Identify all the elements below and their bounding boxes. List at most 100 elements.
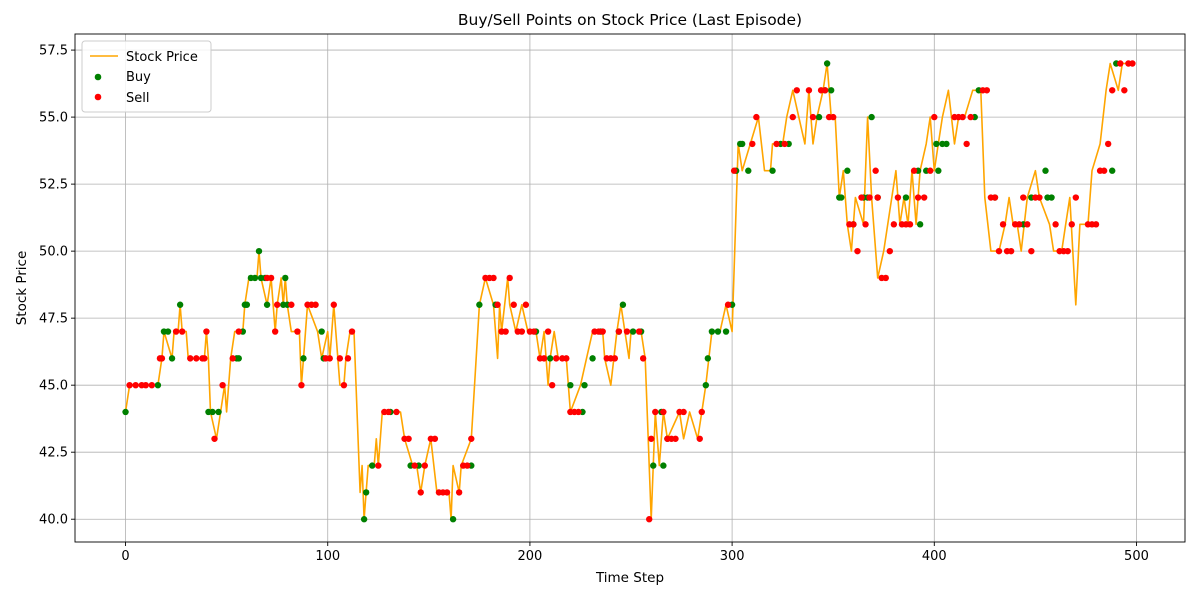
sell-point <box>229 355 236 362</box>
sell-point <box>698 408 705 416</box>
buy-point <box>263 301 271 308</box>
sell-point <box>148 381 156 389</box>
y-tick-label: 47.5 <box>39 312 68 327</box>
buy-point <box>362 489 370 496</box>
buy-point <box>255 247 263 255</box>
sell-point <box>464 462 471 469</box>
sell-point <box>1068 221 1075 228</box>
sell-point <box>273 301 281 308</box>
sell-point <box>1104 140 1112 148</box>
buy-point <box>154 381 162 389</box>
sell-point <box>829 113 837 121</box>
buy-point <box>589 355 596 362</box>
buy-point <box>243 301 251 308</box>
sell-point <box>927 167 934 174</box>
sell-point <box>858 194 865 201</box>
buy-point <box>1042 167 1049 174</box>
sell-point <box>1121 87 1128 94</box>
sell-point <box>862 221 869 228</box>
sell-point <box>920 194 928 201</box>
sell-point <box>793 87 801 94</box>
sell-point <box>648 435 655 442</box>
sell-point <box>235 328 242 335</box>
sell-point <box>910 167 918 174</box>
x-tick-label: 200 <box>518 549 543 564</box>
buy-point <box>168 355 176 362</box>
sell-point <box>1117 60 1124 67</box>
sell-point <box>680 408 687 416</box>
sell-point <box>906 221 914 228</box>
x-tick-label: 0 <box>121 549 129 564</box>
buy-point <box>251 274 259 282</box>
y-axis-ticks: 40.0 42.5 45.0 47.5 50.0 52.5 55.0 57.5 <box>39 44 75 528</box>
sell-point <box>126 381 133 389</box>
buy-point <box>215 408 222 416</box>
x-tick-label: 300 <box>720 549 745 564</box>
sell-point <box>931 113 938 121</box>
buy-point <box>902 194 910 201</box>
sell-point <box>172 328 180 335</box>
sell-point <box>1020 194 1027 201</box>
sell-point <box>530 328 538 335</box>
buy-point <box>943 140 950 148</box>
sell-point <box>132 381 139 389</box>
sell-point <box>375 462 382 469</box>
sell-point <box>203 328 210 335</box>
buy-point <box>1048 194 1055 201</box>
sell-point <box>502 328 509 335</box>
sell-point <box>421 462 428 469</box>
legend-price-label: Stock Price <box>126 50 198 65</box>
y-axis-label: Stock Price <box>14 251 30 326</box>
sell-point <box>789 113 796 121</box>
sell-point <box>615 328 623 335</box>
sell-point <box>405 435 412 442</box>
buy-point <box>838 194 845 201</box>
buy-point <box>916 221 924 228</box>
y-tick-label: 42.5 <box>39 446 68 461</box>
sell-point <box>298 381 305 389</box>
sell-point <box>344 355 352 362</box>
legend-buy-swatch <box>94 73 102 81</box>
sell-point <box>886 247 894 255</box>
sell-point <box>455 489 463 496</box>
x-tick-label: 400 <box>922 549 947 564</box>
sell-point <box>1072 194 1080 201</box>
sell-point <box>773 140 780 148</box>
sell-point <box>872 167 879 174</box>
sell-point <box>1064 247 1071 255</box>
buy-point <box>318 328 325 335</box>
sell-point <box>749 140 756 148</box>
sell-point <box>490 274 497 282</box>
legend-box <box>81 40 212 113</box>
sell-point <box>882 274 889 282</box>
sell-point <box>611 355 619 362</box>
sell-point <box>219 381 226 389</box>
buy-point <box>702 381 710 389</box>
buy-point <box>704 355 712 362</box>
sell-point <box>178 328 186 335</box>
sell-point <box>336 355 344 362</box>
sell-point <box>330 301 337 308</box>
legend-buy-label: Buy <box>126 70 151 85</box>
sell-point <box>991 194 999 201</box>
sell-point <box>326 355 333 362</box>
sell-point <box>1007 247 1015 255</box>
sell-point <box>1036 194 1043 201</box>
sell-point <box>431 435 439 442</box>
sell-point <box>821 87 829 94</box>
sell-point <box>1016 221 1023 228</box>
sell-point <box>193 355 200 362</box>
sell-point <box>548 381 556 389</box>
buy-point <box>581 381 588 389</box>
stock-price-line <box>124 62 1133 521</box>
sell-point <box>1028 247 1035 255</box>
sell-point <box>635 328 643 335</box>
sell-point <box>696 435 703 442</box>
y-tick-label: 45.0 <box>39 379 68 394</box>
buy-point <box>164 328 172 335</box>
sell-point <box>518 328 526 335</box>
buy-point <box>933 140 940 148</box>
sell-point <box>890 221 898 228</box>
x-tick-label: 100 <box>315 549 340 564</box>
